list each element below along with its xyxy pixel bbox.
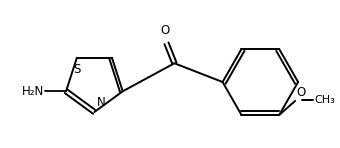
Text: CH₃: CH₃ xyxy=(314,95,335,105)
Text: O: O xyxy=(296,86,305,99)
Text: S: S xyxy=(73,63,81,76)
Text: O: O xyxy=(161,24,170,37)
Text: N: N xyxy=(96,96,105,109)
Text: H₂N: H₂N xyxy=(22,85,44,98)
